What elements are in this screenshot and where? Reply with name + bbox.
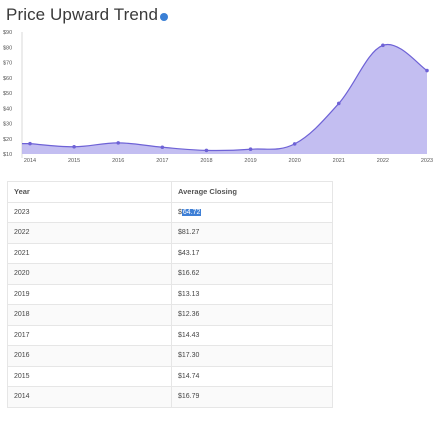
points-layer — [28, 43, 429, 153]
cell-year: 2019 — [7, 283, 172, 305]
area-fill — [22, 44, 427, 154]
page-title: Price Upward Trend — [6, 5, 159, 24]
data-point-2020[interactable] — [292, 142, 297, 146]
table-row: 2017 $14.43 — [7, 324, 333, 346]
x-tick-label: 2019 — [244, 158, 256, 164]
y-tick-label: $90 — [3, 30, 12, 36]
cell-close: $16.79 — [171, 386, 333, 408]
header-average-closing: Average Closing — [171, 181, 333, 203]
data-point-2021[interactable] — [336, 101, 341, 106]
area-layer — [22, 43, 428, 154]
table-row: 2019 $13.13 — [7, 283, 333, 305]
cell-close-editing[interactable]: $64.72 — [171, 201, 333, 223]
data-point-2014[interactable] — [28, 141, 32, 146]
data-table-container: Year Average Closing 2023 $64.72 2022 $8… — [7, 181, 333, 408]
data-point-2019[interactable] — [248, 147, 253, 152]
cell-year: 2022 — [7, 222, 172, 244]
x-tick-label: 2017 — [156, 158, 168, 164]
price-table: Year Average Closing 2023 $64.72 2022 $8… — [7, 181, 333, 408]
table-row: 2016 $17.30 — [7, 345, 333, 367]
x-tick-label: 2022 — [377, 158, 389, 164]
x-axis: 2014 2015 2016 2017 2018 2019 2020 2021 2022 2023 — [24, 158, 433, 164]
x-tick-label: 2014 — [24, 158, 36, 164]
x-tick-label: 2023 — [421, 158, 433, 164]
data-point-2018[interactable] — [204, 148, 209, 153]
y-axis: $10 $20 $30 $40 $50 $60 $70 $80 $90 — [3, 30, 23, 158]
info-icon[interactable] — [160, 13, 169, 21]
price-area-chart: $10 $20 $30 $40 $50 $60 $70 $80 $90 2014 2015 2016… — [3, 30, 433, 164]
y-tick-label: $30 — [3, 122, 12, 128]
cell-year: 2023 — [7, 201, 172, 223]
y-tick-label: $80 — [3, 45, 12, 51]
y-tick-label: $20 — [3, 137, 12, 143]
cell-close: $12.36 — [171, 304, 333, 326]
x-tick-label: 2020 — [289, 158, 301, 164]
cell-year: 2016 — [7, 345, 172, 367]
cell-year: 2018 — [7, 304, 172, 326]
cell-year: 2017 — [7, 324, 172, 346]
table-row: 2018 $12.36 — [7, 304, 333, 326]
table-row: 2023 $64.72 — [7, 201, 333, 223]
table-header-row: Year Average Closing — [7, 181, 333, 203]
series-line — [22, 43, 428, 152]
table-row: 2021 $43.17 — [7, 242, 333, 264]
y-tick-label: $40 — [3, 106, 12, 112]
table-row: 2015 $14.74 — [7, 365, 333, 387]
cell-year: 2015 — [7, 365, 172, 387]
y-tick-label: $10 — [3, 152, 12, 158]
data-point-2022[interactable] — [381, 43, 385, 48]
data-point-2016[interactable] — [116, 141, 121, 145]
cell-close: $14.74 — [171, 365, 333, 387]
cell-close-selected-text[interactable]: 64.72 — [181, 208, 202, 216]
chart-header: Price Upward Trend — [6, 4, 169, 26]
cell-close-prefix: $ — [178, 208, 182, 216]
table-row: 2014 $16.79 — [7, 386, 333, 408]
cell-close: $13.13 — [171, 283, 333, 305]
cell-close: $81.27 — [171, 222, 333, 244]
y-tick-label: $60 — [3, 76, 12, 82]
data-point-2023[interactable] — [425, 68, 429, 73]
x-tick-label: 2021 — [333, 158, 345, 164]
cell-close: $17.30 — [171, 345, 333, 367]
cell-year: 2014 — [7, 386, 172, 408]
x-tick-label: 2016 — [112, 158, 124, 164]
data-point-2017[interactable] — [160, 145, 165, 150]
table-row: 2022 $81.27 — [7, 222, 333, 244]
cell-year: 2021 — [7, 242, 172, 264]
data-point-2015[interactable] — [72, 144, 76, 149]
y-tick-label: $70 — [3, 61, 12, 67]
y-tick-label: $50 — [3, 91, 12, 97]
x-tick-label: 2015 — [68, 158, 80, 164]
cell-year: 2020 — [7, 263, 172, 285]
table-row: 2020 $16.62 — [7, 263, 333, 285]
cell-close: $16.62 — [171, 263, 333, 285]
header-year: Year — [7, 181, 172, 203]
x-tick-label: 2018 — [200, 158, 212, 164]
cell-close: $14.43 — [171, 324, 333, 346]
cell-close: $43.17 — [171, 242, 333, 264]
